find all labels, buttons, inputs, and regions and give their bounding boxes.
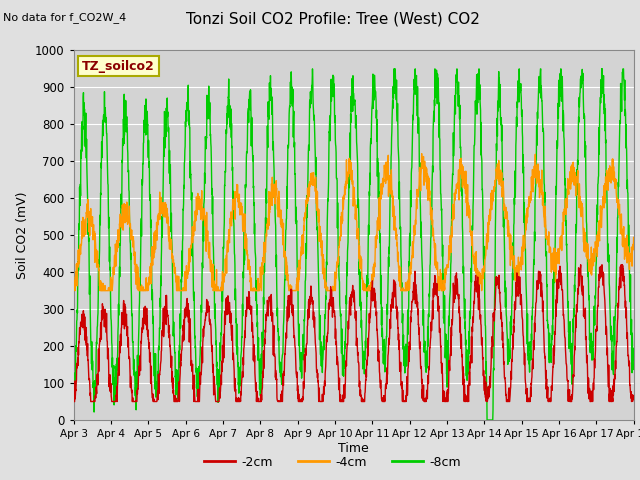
- -2cm: [630, 395, 637, 401]
- -2cm: [596, 276, 604, 281]
- Text: Tonzi Soil CO2 Profile: Tree (West) CO2: Tonzi Soil CO2 Profile: Tree (West) CO2: [186, 12, 480, 27]
- -2cm: [516, 288, 524, 293]
- -4cm: [517, 254, 525, 260]
- -4cm: [70, 283, 77, 288]
- -8cm: [382, 339, 390, 345]
- -8cm: [596, 98, 604, 104]
- -8cm: [370, 85, 378, 91]
- -2cm: [226, 304, 234, 310]
- X-axis label: Time: Time: [338, 442, 369, 455]
- Line: -8cm: -8cm: [74, 69, 634, 420]
- -4cm: [596, 222, 604, 228]
- -2cm: [580, 309, 588, 314]
- Line: -4cm: -4cm: [74, 154, 634, 290]
- -8cm: [308, 66, 316, 72]
- -8cm: [483, 417, 491, 423]
- -2cm: [70, 398, 77, 404]
- -8cm: [226, 122, 234, 128]
- -2cm: [370, 296, 378, 302]
- -2cm: [382, 384, 390, 390]
- -2cm: [577, 262, 584, 268]
- -4cm: [382, 159, 390, 165]
- -8cm: [630, 367, 637, 372]
- -8cm: [580, 113, 588, 119]
- -4cm: [70, 288, 77, 293]
- -4cm: [226, 226, 234, 231]
- Legend: -2cm, -4cm, -8cm: -2cm, -4cm, -8cm: [199, 451, 467, 474]
- -8cm: [70, 371, 77, 377]
- -4cm: [630, 235, 637, 240]
- Text: TZ_soilco2: TZ_soilco2: [82, 60, 155, 72]
- -4cm: [370, 262, 378, 267]
- Text: No data for f_CO2W_4: No data for f_CO2W_4: [3, 12, 127, 23]
- -4cm: [418, 151, 426, 156]
- -4cm: [580, 249, 588, 255]
- -8cm: [517, 81, 525, 86]
- Line: -2cm: -2cm: [74, 265, 634, 401]
- Y-axis label: Soil CO2 (mV): Soil CO2 (mV): [17, 192, 29, 279]
